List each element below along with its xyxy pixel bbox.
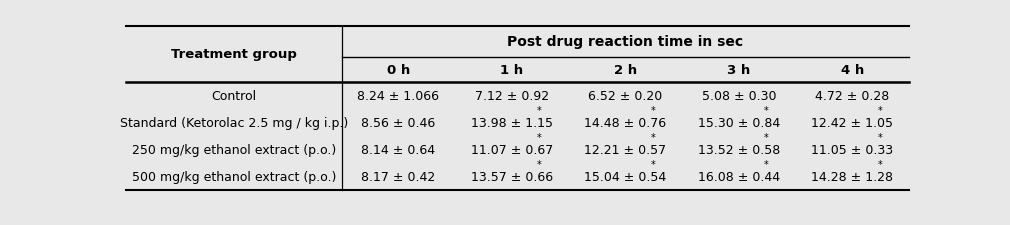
Text: 8.14 ± 0.64: 8.14 ± 0.64	[362, 143, 435, 156]
Text: Standard (Ketorolac 2.5 mg / kg i.p.): Standard (Ketorolac 2.5 mg / kg i.p.)	[120, 116, 348, 129]
Text: 14.28 ± 1.28: 14.28 ± 1.28	[811, 170, 893, 183]
Text: *: *	[650, 160, 655, 169]
Text: *: *	[878, 133, 882, 143]
Text: Control: Control	[211, 89, 257, 102]
Text: *: *	[650, 106, 655, 116]
Text: 11.07 ± 0.67: 11.07 ± 0.67	[471, 143, 552, 156]
Text: Treatment group: Treatment group	[171, 48, 297, 61]
Text: 500 mg/kg ethanol extract (p.o.): 500 mg/kg ethanol extract (p.o.)	[131, 170, 336, 183]
Text: Post drug reaction time in sec: Post drug reaction time in sec	[507, 35, 743, 49]
Text: 8.56 ± 0.46: 8.56 ± 0.46	[362, 116, 435, 129]
Text: 12.42 ± 1.05: 12.42 ± 1.05	[811, 116, 893, 129]
Text: 1 h: 1 h	[500, 63, 523, 76]
Text: 4 h: 4 h	[840, 63, 864, 76]
Text: 11.05 ± 0.33: 11.05 ± 0.33	[811, 143, 893, 156]
Text: 16.08 ± 0.44: 16.08 ± 0.44	[698, 170, 780, 183]
Text: *: *	[878, 106, 882, 116]
Text: 8.24 ± 1.066: 8.24 ± 1.066	[358, 89, 439, 102]
Text: 13.52 ± 0.58: 13.52 ± 0.58	[698, 143, 780, 156]
Text: *: *	[764, 106, 769, 116]
Text: *: *	[764, 160, 769, 169]
Text: *: *	[536, 133, 541, 143]
Text: 15.04 ± 0.54: 15.04 ± 0.54	[584, 170, 667, 183]
Text: 7.12 ± 0.92: 7.12 ± 0.92	[475, 89, 548, 102]
Text: *: *	[878, 160, 882, 169]
Text: 2 h: 2 h	[614, 63, 637, 76]
Text: 250 mg/kg ethanol extract (p.o.): 250 mg/kg ethanol extract (p.o.)	[131, 143, 336, 156]
Text: *: *	[536, 160, 541, 169]
Text: 4.72 ± 0.28: 4.72 ± 0.28	[815, 89, 890, 102]
Text: 13.98 ± 1.15: 13.98 ± 1.15	[471, 116, 552, 129]
Text: 12.21 ± 0.57: 12.21 ± 0.57	[584, 143, 667, 156]
Text: 15.30 ± 0.84: 15.30 ± 0.84	[698, 116, 780, 129]
Text: 13.57 ± 0.66: 13.57 ± 0.66	[471, 170, 552, 183]
Text: 14.48 ± 0.76: 14.48 ± 0.76	[584, 116, 667, 129]
Text: *: *	[650, 133, 655, 143]
Text: *: *	[536, 106, 541, 116]
Text: 8.17 ± 0.42: 8.17 ± 0.42	[362, 170, 435, 183]
Text: *: *	[764, 133, 769, 143]
Text: 6.52 ± 0.20: 6.52 ± 0.20	[588, 89, 663, 102]
Text: 5.08 ± 0.30: 5.08 ± 0.30	[702, 89, 776, 102]
Text: 0 h: 0 h	[387, 63, 410, 76]
Text: 3 h: 3 h	[727, 63, 750, 76]
